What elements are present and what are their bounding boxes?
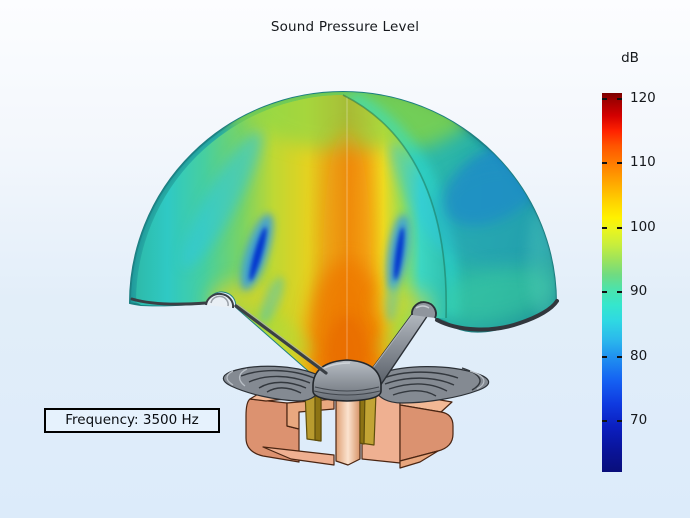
- colorbar-tick: [602, 420, 607, 422]
- colorbar-label-120: 120: [630, 90, 656, 106]
- colorbar-label-70: 70: [630, 412, 648, 428]
- colorbar-label-100: 100: [630, 219, 656, 235]
- colorbar-tick: [602, 98, 607, 100]
- cyan-band-right-cut: [346, 92, 460, 317]
- magnet-assembly: [245, 386, 454, 469]
- pressure-null-left: [249, 227, 267, 281]
- surround-roll-left: [205, 292, 235, 309]
- cone-edge-left: [234, 304, 328, 375]
- pole-piece: [335, 390, 361, 466]
- colorbar-tick: [602, 162, 607, 164]
- plot-title: Sound Pressure Level: [270, 19, 420, 35]
- colorbar-unit-label: dB: [621, 50, 639, 66]
- colorbar-tick: [602, 227, 607, 229]
- colorbar-label-110: 110: [630, 154, 656, 170]
- spider-left: [222, 365, 319, 402]
- colorbar-tick: [617, 420, 622, 422]
- colorbar-tick: [617, 356, 622, 358]
- dome-rim-right: [435, 299, 559, 332]
- spider-right: [375, 366, 490, 404]
- colorbar-label-90: 90: [630, 283, 648, 299]
- colorbar-tick: [602, 291, 607, 293]
- colorbar-label-80: 80: [630, 348, 648, 364]
- colorbar: [602, 93, 622, 472]
- frequency-annotation: Frequency: 3500 Hz: [44, 408, 220, 433]
- dust-cap: [312, 359, 382, 402]
- surround-roll-right: [411, 301, 437, 319]
- colorbar-tick: [602, 356, 607, 358]
- cut-edge-right: [342, 94, 447, 319]
- colorbar-tick: [617, 162, 622, 164]
- colorbar-tick: [617, 227, 622, 229]
- cone-slab-highlight: [363, 302, 422, 381]
- colorbar-tick: [617, 98, 622, 100]
- pressure-null-right: [393, 227, 405, 281]
- dome-rim-left: [130, 297, 208, 306]
- colorbar-tick: [617, 291, 622, 293]
